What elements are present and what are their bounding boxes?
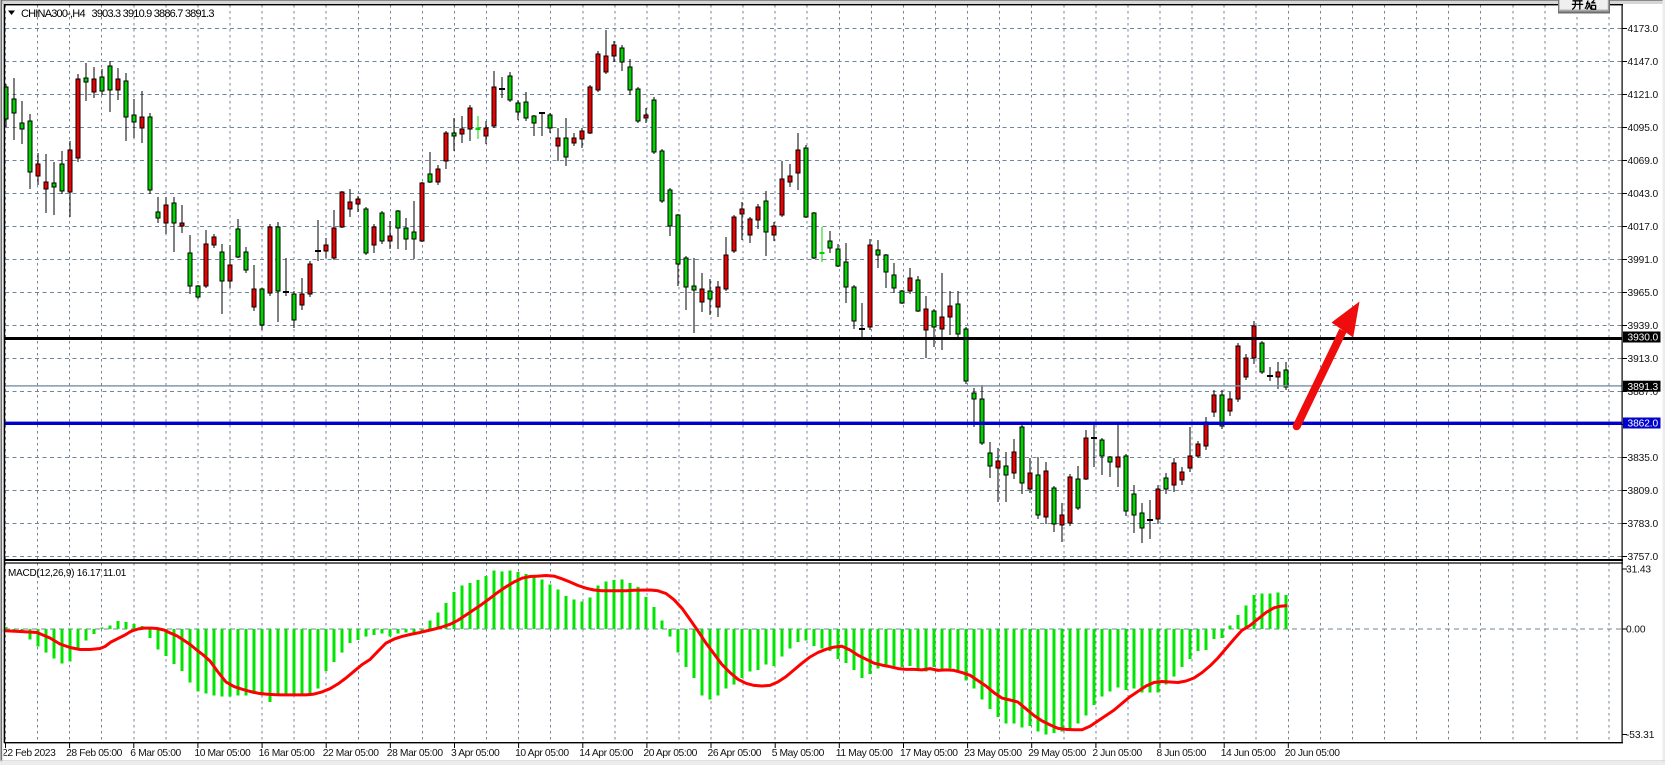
svg-text:20 Jun 05:00: 20 Jun 05:00 — [1285, 748, 1340, 759]
svg-text:CHINA300-,H4 3903.3 3910.9 3: CHINA300-,H4 3903.3 3910.9 3886.7 3891.3 — [21, 8, 214, 20]
svg-text:16 Mar 05:00: 16 Mar 05:00 — [259, 748, 316, 759]
svg-text:10 Apr 05:00: 10 Apr 05:00 — [515, 748, 569, 759]
svg-text:29 May 05:00: 29 May 05:00 — [1028, 748, 1086, 759]
svg-text:-53.31: -53.31 — [1626, 730, 1655, 741]
svg-text:3939.0: 3939.0 — [1628, 321, 1659, 332]
svg-text:4069.0: 4069.0 — [1628, 156, 1659, 167]
svg-text:14 Apr 05:00: 14 Apr 05:00 — [579, 748, 633, 759]
svg-text:3 Apr 05:00: 3 Apr 05:00 — [451, 748, 500, 759]
svg-text:20 Apr 05:00: 20 Apr 05:00 — [643, 748, 697, 759]
svg-text:22 Feb 2023: 22 Feb 2023 — [2, 748, 56, 759]
svg-text:23 May 05:00: 23 May 05:00 — [964, 748, 1022, 759]
svg-text:4095.0: 4095.0 — [1628, 123, 1659, 134]
svg-text:3757.0: 3757.0 — [1628, 552, 1659, 563]
svg-text:3913.0: 3913.0 — [1628, 354, 1659, 365]
svg-text:3930.0: 3930.0 — [1628, 333, 1659, 344]
svg-text:26 Apr 05:00: 26 Apr 05:00 — [708, 748, 762, 759]
svg-text:2 Jun 05:00: 2 Jun 05:00 — [1092, 748, 1142, 759]
svg-text:0.00: 0.00 — [1626, 625, 1646, 636]
svg-text:MACD(12,26,9) 16.17 11.01: MACD(12,26,9) 16.17 11.01 — [8, 568, 127, 579]
svg-text:10 Mar 05:00: 10 Mar 05:00 — [194, 748, 251, 759]
svg-text:22 Mar 05:00: 22 Mar 05:00 — [323, 748, 380, 759]
svg-text:6 Mar 05:00: 6 Mar 05:00 — [130, 748, 181, 759]
svg-text:4173.0: 4173.0 — [1628, 24, 1659, 35]
svg-text:4017.0: 4017.0 — [1628, 222, 1659, 233]
svg-text:3965.0: 3965.0 — [1628, 288, 1659, 299]
svg-text:3891.3: 3891.3 — [1628, 382, 1659, 393]
svg-text:14 Jun 05:00: 14 Jun 05:00 — [1221, 748, 1276, 759]
svg-text:3809.0: 3809.0 — [1628, 486, 1659, 497]
svg-text:31.43: 31.43 — [1626, 565, 1651, 576]
svg-text:28 Feb 05:00: 28 Feb 05:00 — [66, 748, 123, 759]
svg-text:4043.0: 4043.0 — [1628, 189, 1659, 200]
svg-text:17 May 05:00: 17 May 05:00 — [900, 748, 958, 759]
svg-text:3862.0: 3862.0 — [1628, 419, 1659, 430]
svg-text:5 May 05:00: 5 May 05:00 — [772, 748, 825, 759]
svg-text:3835.0: 3835.0 — [1628, 453, 1659, 464]
svg-text:3887.0: 3887.0 — [1628, 387, 1659, 398]
svg-text:3783.0: 3783.0 — [1628, 519, 1659, 530]
svg-text:4147.0: 4147.0 — [1628, 57, 1659, 68]
svg-text:8 Jun 05:00: 8 Jun 05:00 — [1157, 748, 1207, 759]
svg-text:11 May 05:00: 11 May 05:00 — [836, 748, 894, 759]
svg-text:3991.0: 3991.0 — [1628, 255, 1659, 266]
svg-text:28 Mar 05:00: 28 Mar 05:00 — [387, 748, 444, 759]
svg-text:4121.0: 4121.0 — [1628, 90, 1659, 101]
